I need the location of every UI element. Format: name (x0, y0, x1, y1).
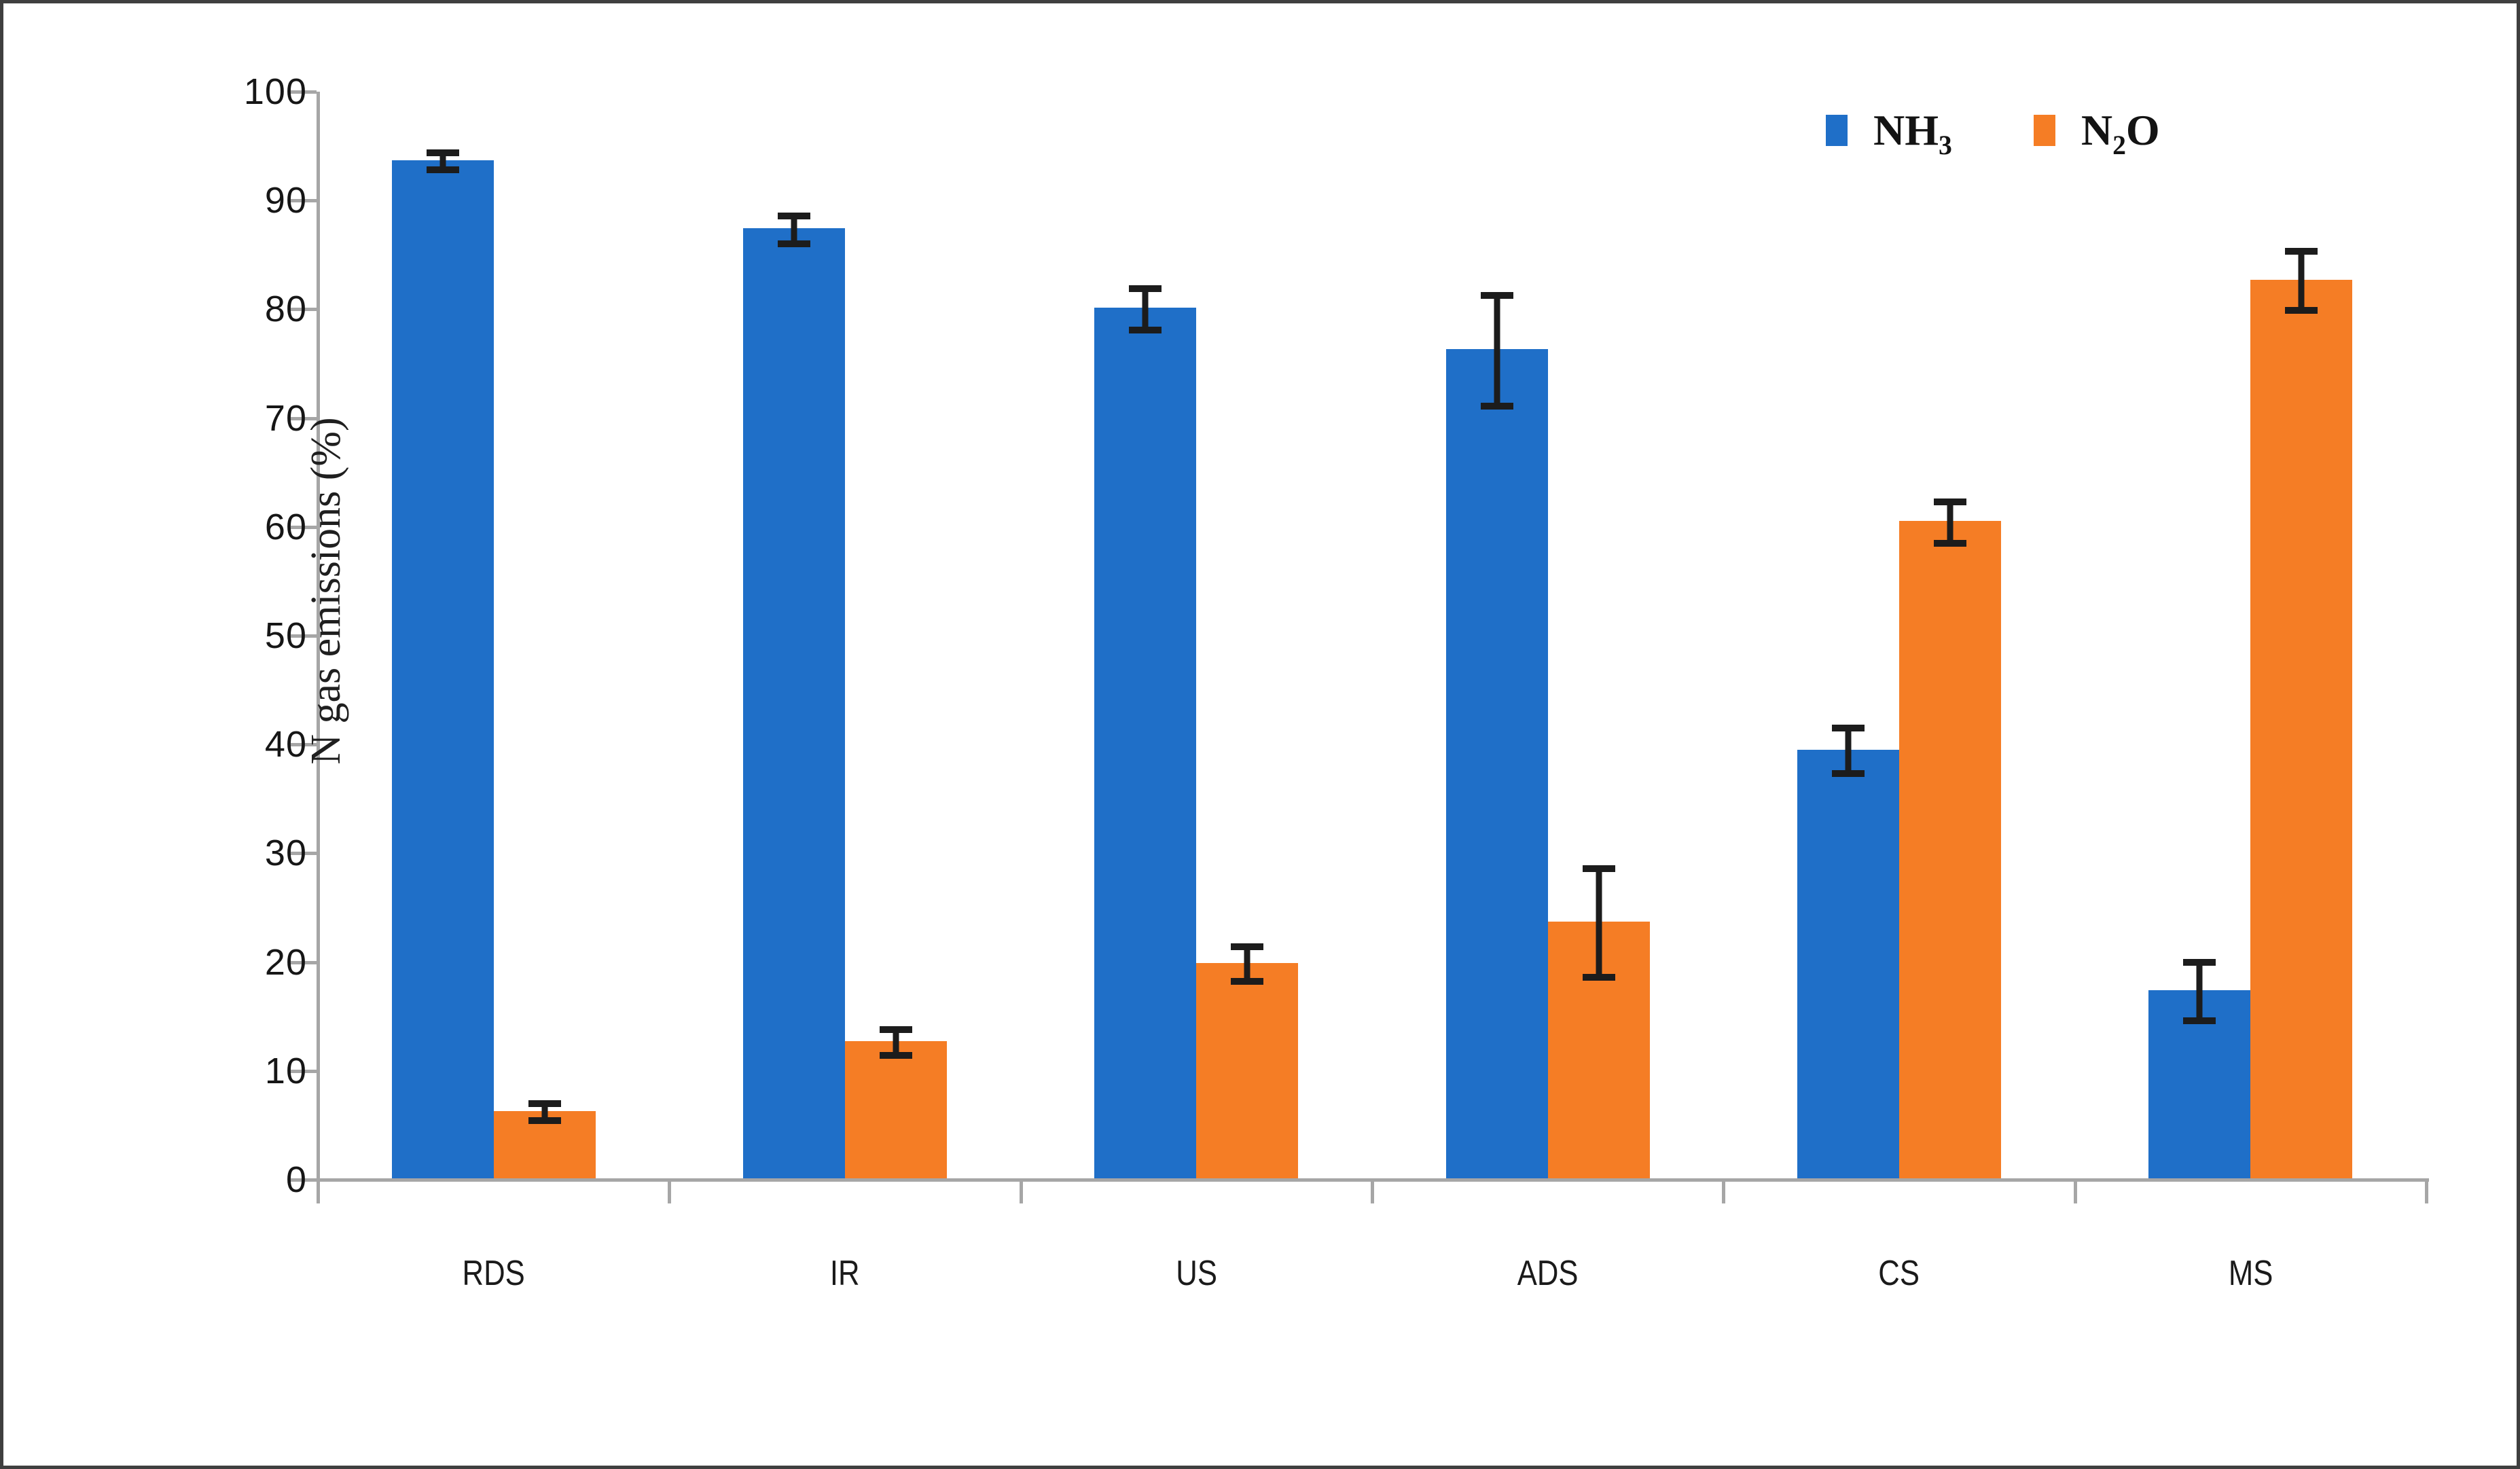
y-axis-tick (291, 1069, 317, 1073)
y-axis-tick (291, 743, 317, 747)
y-tick-label: 40 (264, 724, 307, 765)
y-axis-tick (291, 1178, 317, 1182)
category-label-rds: RDS (462, 1254, 525, 1293)
category-label-ir: IR (830, 1254, 860, 1293)
bar-n2o-ir (845, 1041, 947, 1178)
error-bar-nh3-us (1129, 285, 1162, 333)
error-bar-n2o-cs (1934, 498, 1966, 547)
x-axis-tick (317, 1182, 320, 1203)
n2o-swatch-icon (2033, 115, 2055, 146)
error-bar-nh3-cs (1832, 725, 1865, 778)
error-bar-nh3-rds (426, 149, 459, 174)
y-axis-tick (291, 90, 317, 94)
error-bar-n2o-us (1231, 943, 1264, 985)
x-axis-tick (668, 1182, 672, 1203)
category-label-us: US (1175, 1254, 1217, 1293)
nh3-swatch-icon (1826, 115, 1848, 146)
legend-label-nh3: NH3 (1873, 106, 1952, 160)
y-tick-label: 100 (243, 71, 307, 112)
y-tick-label: 50 (264, 615, 307, 656)
x-axis-tick (1019, 1182, 1023, 1203)
category-label-cs: CS (1878, 1254, 1920, 1293)
y-tick-label: 0 (285, 1159, 307, 1200)
legend-item-n2o: N2O (2033, 105, 2160, 160)
category-label-ads: ADS (1517, 1254, 1579, 1293)
x-axis-line (317, 1178, 2429, 1182)
y-tick-label: 20 (264, 941, 307, 983)
y-tick-label: 90 (264, 180, 307, 221)
y-tick-label: 70 (264, 397, 307, 439)
error-bar-n2o-ads (1582, 865, 1615, 981)
x-axis-tick (2073, 1182, 2077, 1203)
error-bar-nh3-ir (778, 212, 810, 248)
y-tick-label: 30 (264, 833, 307, 874)
bar-nh3-cs (1797, 749, 1899, 1178)
y-tick-label: 80 (264, 289, 307, 330)
error-bar-n2o-ms (2285, 248, 2318, 314)
bar-n2o-us (1196, 962, 1299, 1178)
bar-n2o-ms (2250, 279, 2353, 1178)
x-axis-tick (1371, 1182, 1374, 1203)
bar-n2o-cs (1899, 521, 2001, 1178)
y-axis-line (317, 92, 320, 1183)
y-axis-tick (291, 416, 317, 420)
error-bar-nh3-ads (1480, 291, 1513, 410)
y-axis-tick (291, 960, 317, 964)
legend: NH3 N2O (1826, 105, 2160, 160)
x-axis-tick (2425, 1182, 2428, 1203)
x-axis-tick (1722, 1182, 1726, 1203)
y-tick-label: 10 (264, 1050, 307, 1091)
error-bar-n2o-ir (880, 1026, 912, 1059)
error-bar-n2o-rds (528, 1100, 561, 1125)
legend-label-n2o: N2O (2081, 106, 2160, 160)
y-axis-tick (291, 634, 317, 638)
bar-nh3-ir (743, 228, 845, 1178)
y-axis-tick (291, 199, 317, 203)
category-label-ms: MS (2228, 1254, 2273, 1293)
y-tick-label: 60 (264, 506, 307, 547)
y-axis-tick (291, 852, 317, 856)
legend-item-nh3: NH3 (1826, 105, 1952, 160)
bar-nh3-ads (1445, 349, 1548, 1178)
bar-nh3-us (1094, 308, 1197, 1178)
y-axis-tick (291, 308, 317, 312)
y-axis-title: N gas emissions (%) (303, 417, 349, 765)
plot-area: 0 10 20 30 40 50 60 70 80 90 100 RDS IR US ADS CS MS (244, 73, 2429, 1293)
bar-nh3-rds (391, 160, 494, 1178)
y-axis-tick (291, 525, 317, 529)
error-bar-nh3-ms (2183, 958, 2216, 1025)
